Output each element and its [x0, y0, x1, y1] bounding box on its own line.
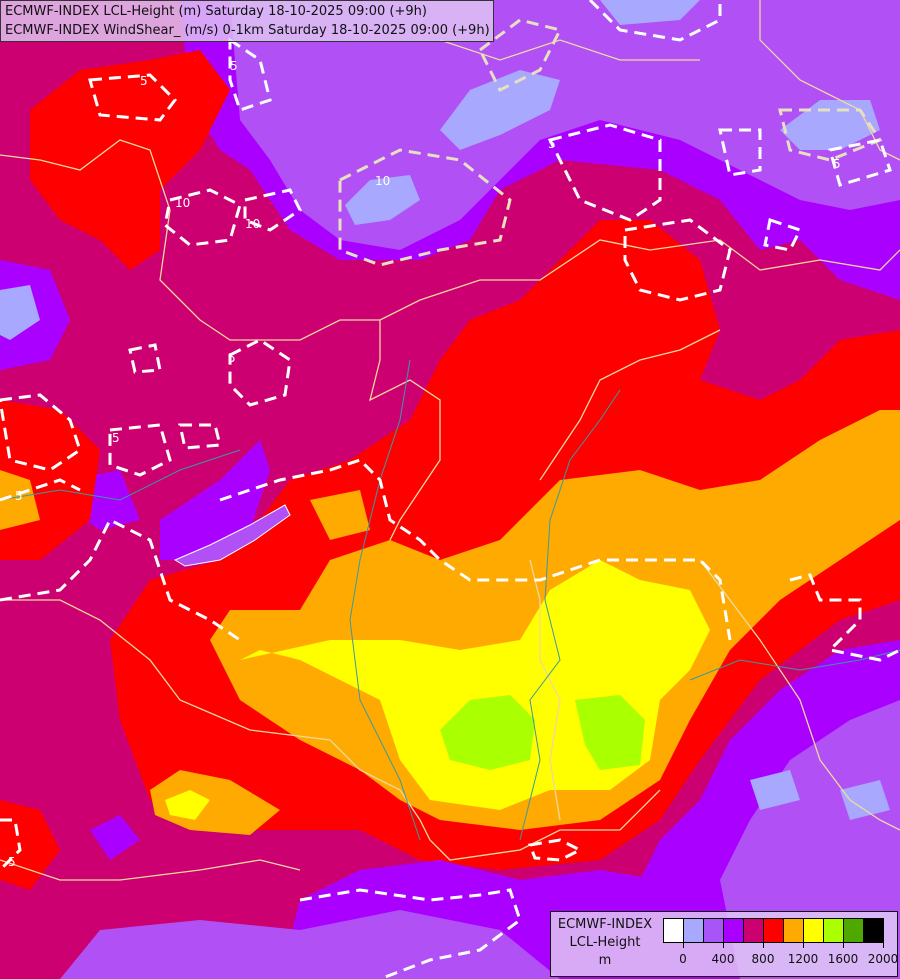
header-line-windshear: ECMWF-INDEX WindShear_ (m/s) 0-1km Satur…: [5, 23, 490, 38]
legend-swatch: [764, 919, 784, 942]
legend-swatch: [804, 919, 824, 942]
header-line-lcl: ECMWF-INDEX LCL-Height (m) Saturday 18-1…: [5, 4, 427, 19]
field-red-northwest: [30, 50, 230, 270]
legend-tick-label: 800: [751, 952, 775, 966]
rivers: [0, 359, 900, 841]
lake-balaton: [173, 504, 291, 567]
map-header: ECMWF-INDEX LCL-Height (m) Saturday 18-1…: [0, 0, 494, 42]
field-lavender-west: [0, 285, 40, 340]
legend-swatch: [664, 919, 684, 942]
contour-label: 10: [175, 196, 190, 210]
legend-ticks: 0 400 800 1200 1600 2000: [663, 943, 898, 974]
legend-title: ECMWF-INDEX LCL-Height m: [554, 916, 656, 970]
field-purple-sw: [90, 815, 140, 860]
legend-swatches: [663, 918, 884, 943]
contour-label: 5: [230, 59, 238, 73]
legend-tick-label: 0: [679, 952, 687, 966]
legend-tick-mark: [683, 943, 684, 948]
legend-tick-mark: [843, 943, 844, 948]
field-violet-south: [60, 910, 560, 979]
contour-label: 5: [140, 74, 148, 88]
field-green-east: [575, 695, 645, 770]
field-violet-southeast: [720, 700, 900, 979]
field-green-west: [440, 695, 535, 770]
legend-tick-label: 2000: [867, 952, 899, 966]
contour-label: 5: [833, 157, 841, 171]
legend-swatch: [844, 919, 864, 942]
legend-swatch: [704, 919, 724, 942]
contour-label: 10: [245, 217, 260, 231]
legend-tick-mark: [803, 943, 804, 948]
color-legend: ECMWF-INDEX LCL-Height m 0 400 800 1200 1600…: [550, 911, 898, 977]
field-orange-west: [0, 470, 40, 530]
legend-title-line1: ECMWF-INDEX: [557, 917, 653, 932]
contour-labels: 5 10 10 10 5 5 5 5 5 5 5: [8, 59, 841, 869]
legend-tick-mark: [723, 943, 724, 948]
legend-tick-label: 1600: [827, 952, 859, 966]
field-lavender-2: [345, 175, 420, 225]
contour-label: 10: [375, 174, 390, 188]
field-orange-south: [150, 770, 280, 835]
contour-label: 5: [228, 351, 236, 365]
field-red-southwest: [0, 800, 60, 890]
legend-swatch: [784, 919, 804, 942]
field-lavender-3: [780, 100, 880, 150]
field-lavender-4: [600, 0, 700, 25]
contour-label: 5: [548, 137, 556, 151]
contour-label: 5: [8, 855, 16, 869]
legend-tick-mark: [763, 943, 764, 948]
legend-swatch: [724, 919, 744, 942]
legend-swatch: [684, 919, 704, 942]
legend-unit: m: [598, 953, 612, 968]
legend-tick-label: 400: [711, 952, 735, 966]
field-yellow-south: [165, 790, 210, 820]
country-borders: [0, 0, 900, 881]
legend-title-line2: LCL-Height: [569, 935, 641, 950]
legend-tick-mark: [883, 943, 884, 948]
field-lavender-southeast: [750, 770, 890, 820]
contour-label: 5: [15, 489, 23, 503]
field-orange-north: [310, 490, 370, 540]
legend-swatch: [824, 919, 844, 942]
field-lavender-1: [440, 70, 560, 150]
legend-tick-label: 1200: [787, 952, 819, 966]
legend-swatch: [744, 919, 764, 942]
legend-swatch: [864, 919, 883, 942]
contour-label: 5: [112, 431, 120, 445]
